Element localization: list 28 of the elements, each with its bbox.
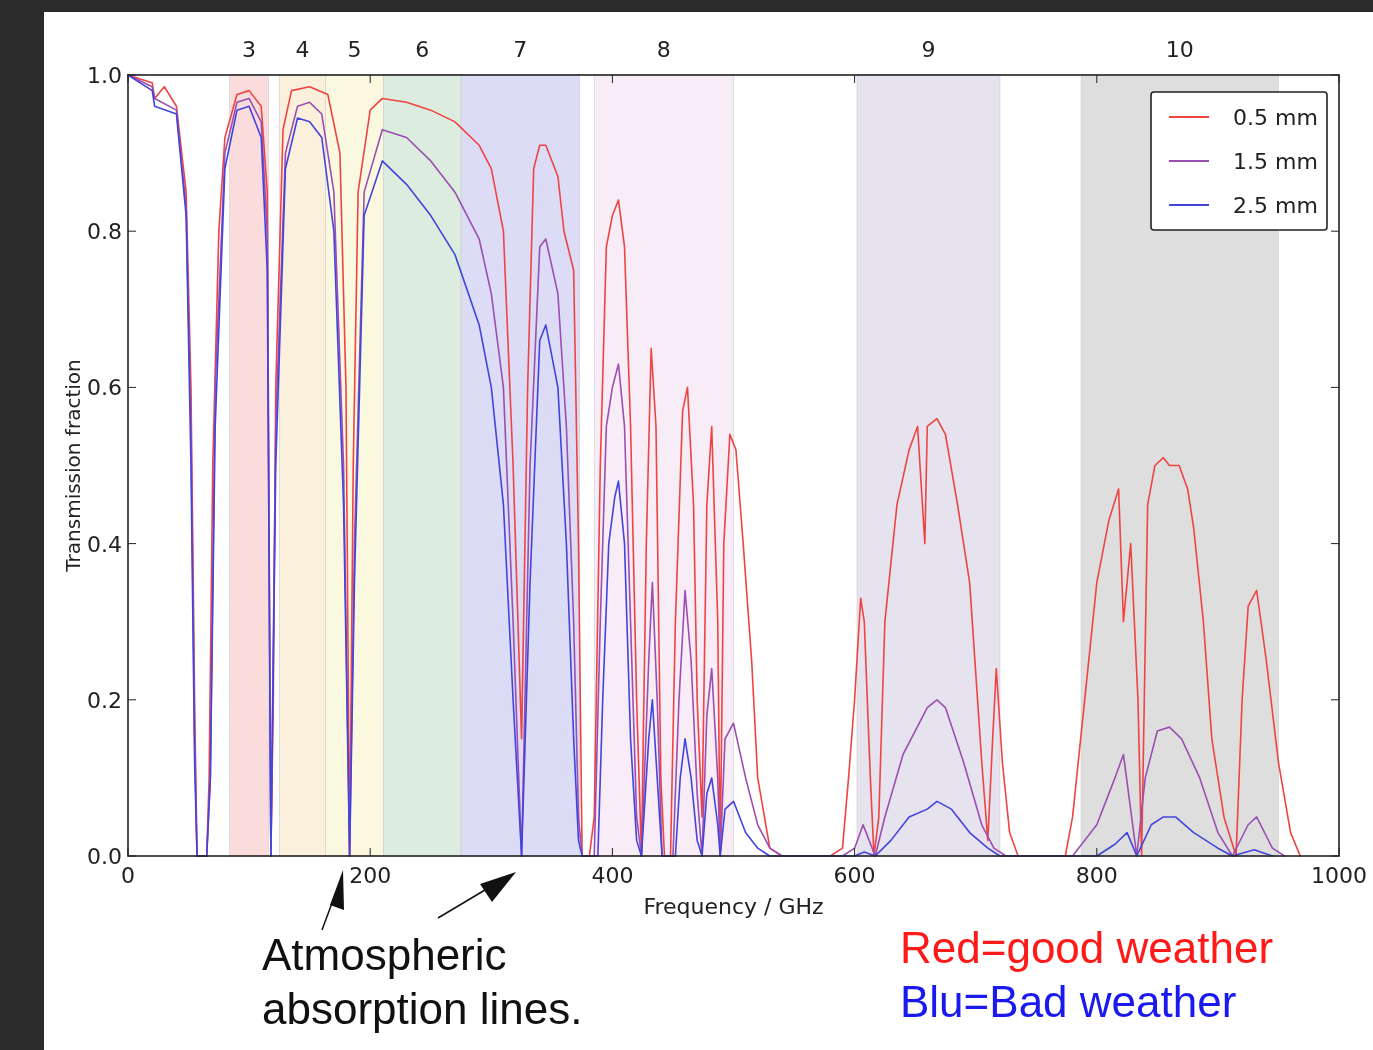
band-label: 9	[921, 37, 936, 62]
band-label: 8	[656, 37, 671, 62]
x-tick-label: 800	[1075, 863, 1118, 888]
band-label: 7	[513, 37, 528, 62]
text: Atmospheric absorption lines.	[262, 930, 583, 1033]
y-tick-label: 1.0	[87, 63, 122, 88]
x-tick-label: 600	[833, 863, 876, 888]
x-tick-label: 0	[121, 863, 135, 888]
x-tick-label: 200	[349, 863, 392, 888]
band-label: 4	[295, 37, 310, 62]
legend-label: 2.5 mm	[1233, 193, 1318, 218]
legend-label: 0.5 mm	[1233, 105, 1318, 130]
x-tick-label: 1000	[1311, 863, 1367, 888]
legend-label: 1.5 mm	[1233, 149, 1318, 174]
x-tick-label: 400	[591, 863, 634, 888]
x-axis-title: Frequency / GHz	[643, 894, 824, 919]
y-tick-label: 0.4	[87, 531, 122, 557]
text: Red=good weather	[900, 923, 1274, 972]
text: Blu=Bad weather	[900, 977, 1237, 1026]
y-axis-title: Transmission fraction	[61, 359, 85, 573]
band-label: 6	[415, 37, 430, 62]
y-tick-label: 0.8	[87, 219, 122, 245]
y-tick-label: 0.6	[87, 375, 122, 401]
y-tick-label: 0.2	[87, 687, 122, 713]
band-label: 10	[1165, 37, 1194, 62]
band-label: 3	[242, 37, 257, 62]
band-label: 5	[347, 37, 362, 62]
y-tick-label: 0.0	[87, 844, 122, 869]
